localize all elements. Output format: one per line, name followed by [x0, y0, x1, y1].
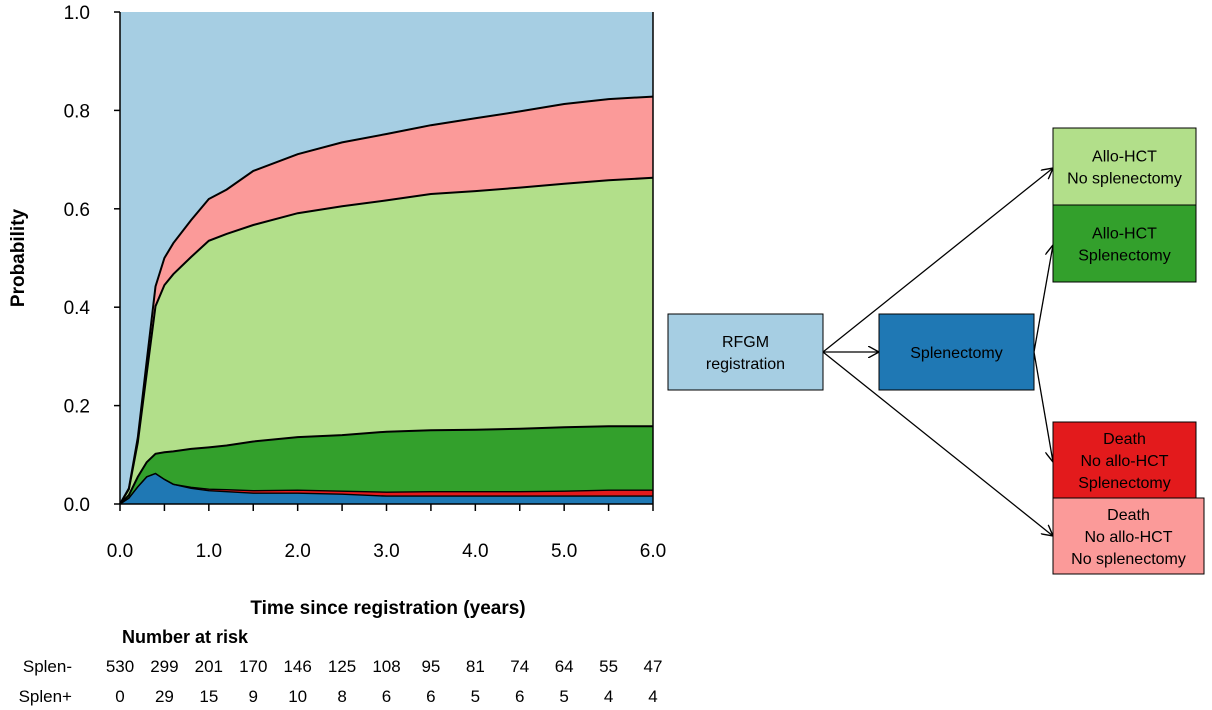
x-tick-labels: 0.0 1.0 2.0 3.0 4.0 5.0 6.0: [107, 541, 666, 562]
y-tick-label: 1.0: [64, 3, 90, 24]
state-box-label: Death: [1107, 507, 1150, 524]
state-box-rect: [1052, 421, 1197, 499]
state-box-label: Death: [1103, 431, 1146, 448]
risk-cell: 55: [599, 657, 618, 676]
transition-arrow: [1033, 245, 1053, 353]
risk-cell: 6: [515, 687, 524, 706]
risk-cell: 95: [421, 657, 440, 676]
risk-cell: 125: [328, 657, 356, 676]
state-box-rect: [667, 313, 824, 391]
y-tick-label: 0.6: [64, 200, 90, 221]
risk-cell: 10: [288, 687, 307, 706]
state-box-allo-no-splen: Allo-HCT No splenectomy: [1052, 127, 1197, 206]
area-allo-hct-splenectomy: [120, 426, 653, 504]
x-tick-label: 4.0: [462, 541, 488, 562]
risk-cell: 108: [372, 657, 400, 676]
risk-cell: 5: [471, 687, 480, 706]
risk-cell: 5: [559, 687, 568, 706]
x-axis-title: Time since registration (years): [250, 598, 525, 619]
state-box-label: registration: [706, 356, 785, 373]
risk-cell: 201: [195, 657, 223, 676]
risk-cell: 8: [337, 687, 346, 706]
state-box-label: Allo-HCT: [1092, 226, 1157, 243]
y-tick-labels: 0.0 0.2 0.4 0.6 0.8 1.0: [64, 3, 91, 516]
number-at-risk-table: Number at risk Splen- 530 299 201 170 146 125 1…: [19, 627, 663, 706]
boundary-line-allo-hct-no-splenectomy: [119, 176, 654, 505]
state-box-label: RFGM: [722, 334, 769, 351]
state-box-rect: [1052, 497, 1205, 575]
state-box-allo-splen: Allo-HCT Splenectomy: [1052, 204, 1197, 283]
area-rfgm-registration: [120, 12, 653, 504]
x-tick-label: 3.0: [373, 541, 399, 562]
state-box-label: No allo-HCT: [1080, 453, 1168, 470]
area-allo-hct-no-splenectomy: [120, 177, 653, 505]
state-box-label: No splenectomy: [1067, 171, 1182, 188]
state-box-label: Splenectomy: [910, 345, 1003, 362]
state-box-rect: [1052, 127, 1197, 206]
state-box-rect: [878, 313, 1035, 391]
state-box-label: Splenectomy: [1078, 475, 1171, 492]
risk-cell: 170: [239, 657, 267, 676]
area-death-no-allo-hct-no-splenectomy: [120, 96, 653, 504]
transition-arrow: [822, 168, 1053, 353]
risk-cell: 0: [115, 687, 124, 706]
state-box-label: No splenectomy: [1071, 551, 1186, 568]
y-tick-label: 0.0: [64, 495, 90, 516]
risk-row-label: Splen+: [19, 687, 72, 706]
axes: [114, 11, 654, 511]
x-tick-label: 6.0: [640, 541, 666, 562]
state-box-label: No allo-HCT: [1084, 529, 1172, 546]
state-box-label: Allo-HCT: [1092, 149, 1157, 166]
risk-cell: 146: [283, 657, 311, 676]
risk-cell: 6: [426, 687, 435, 706]
state-box-rect: [1052, 204, 1197, 283]
risk-cell: 64: [555, 657, 574, 676]
boundary-line-death-no-allo-hct-no-splenectomy: [119, 95, 654, 505]
state-box-registration: RFGM registration: [667, 313, 824, 391]
risk-cell: 29: [155, 687, 174, 706]
y-tick-label: 0.4: [64, 298, 91, 319]
risk-cell: 530: [106, 657, 134, 676]
risk-table-title: Number at risk: [122, 627, 249, 647]
x-tick-label: 5.0: [551, 541, 577, 562]
x-tick-label: 0.0: [107, 541, 133, 562]
boundary-line-death-no-allo-hct-splenectomy: [119, 472, 653, 505]
risk-cell: 74: [510, 657, 529, 676]
y-tick-label: 0.2: [64, 397, 90, 418]
y-tick-label: 0.8: [64, 101, 90, 122]
x-tick-label: 2.0: [284, 541, 310, 562]
state-diagram: RFGM registration Splenectomy Allo-HCT No sp…: [667, 127, 1205, 575]
risk-cell: 4: [648, 687, 657, 706]
risk-cell: 299: [150, 657, 178, 676]
y-axis-title: Probability: [8, 208, 29, 307]
state-box-death-splen: Death No allo-HCT Splenectomy: [1052, 421, 1197, 499]
risk-cell: 47: [644, 657, 663, 676]
state-box-label: Splenectomy: [1078, 248, 1171, 265]
x-tick-label: 1.0: [196, 541, 222, 562]
risk-row-label: Splen-: [23, 657, 72, 676]
transition-arrow: [1033, 351, 1053, 462]
plot-areas: [120, 12, 653, 505]
boundary-line-allo-hct-splenectomy: [119, 425, 653, 505]
risk-cell: 4: [604, 687, 613, 706]
plot-boundary-lines: [119, 95, 654, 505]
risk-cell: 9: [249, 687, 258, 706]
state-box-splenectomy: Splenectomy: [878, 313, 1035, 391]
risk-cell: 6: [382, 687, 391, 706]
risk-cell: 15: [199, 687, 218, 706]
state-box-death-no-splen: Death No allo-HCT No splenectomy: [1052, 497, 1205, 575]
risk-cell: 81: [466, 657, 485, 676]
transition-arrow: [822, 351, 1053, 536]
